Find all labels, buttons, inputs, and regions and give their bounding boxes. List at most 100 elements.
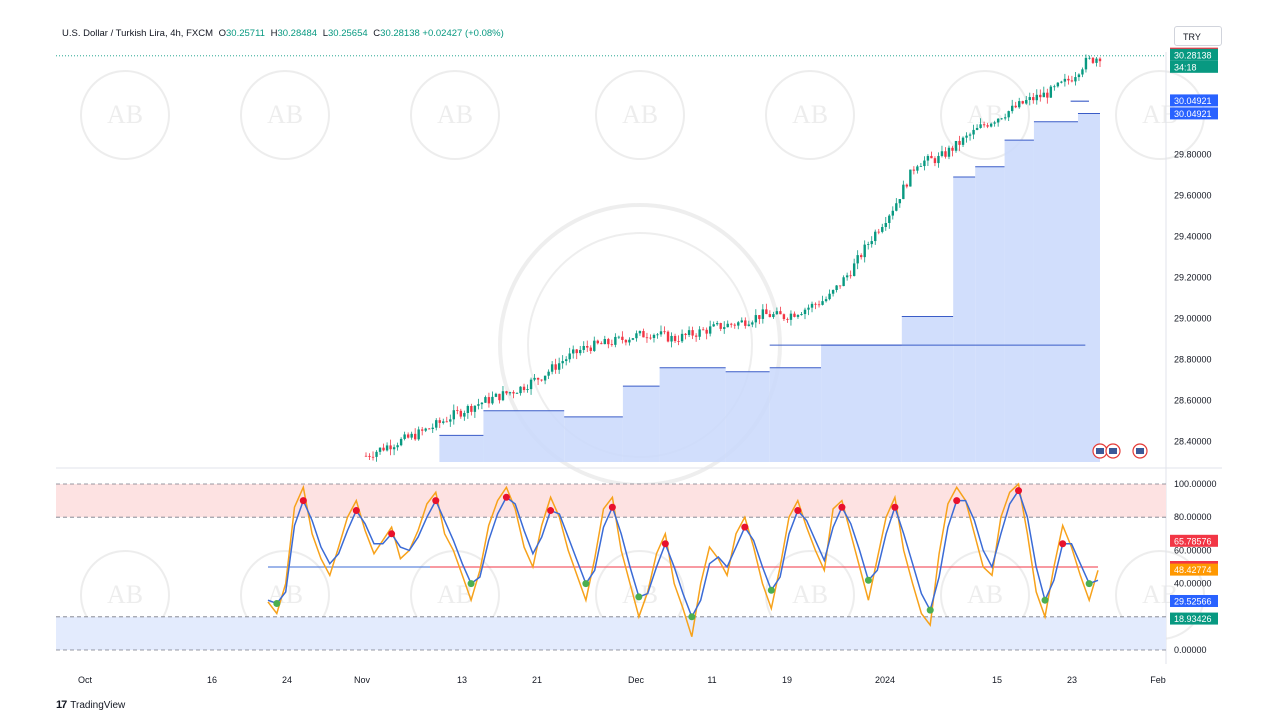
- osc-peak-dot: [502, 493, 510, 501]
- candle-body: [382, 447, 385, 451]
- candle-body: [586, 346, 589, 348]
- candle-body: [568, 353, 571, 360]
- candle-body: [540, 379, 543, 381]
- candle-body: [501, 391, 505, 401]
- brand-name: TradingView: [70, 699, 126, 711]
- candle-body: [473, 405, 477, 412]
- candle-body: [526, 389, 529, 391]
- candle-body: [389, 445, 392, 450]
- currency-button[interactable]: TRY: [1174, 26, 1222, 46]
- candle-body: [821, 301, 824, 305]
- candle-body: [1084, 57, 1088, 70]
- candle-body: [642, 331, 645, 338]
- event-flag-body: [1109, 448, 1117, 454]
- time-tick-label: 23: [1067, 675, 1077, 685]
- candle-body: [561, 361, 564, 364]
- candle-body: [765, 309, 768, 315]
- candle-body: [582, 346, 585, 350]
- price-badge-label: 34:18: [1174, 62, 1197, 72]
- candle-body: [930, 155, 933, 159]
- candle-body: [958, 140, 961, 145]
- candle-body: [638, 331, 642, 334]
- candle-body: [947, 147, 951, 157]
- osc-peak-dot: [299, 497, 307, 505]
- candle-body: [726, 323, 729, 328]
- candle-body: [1074, 77, 1077, 82]
- candle-body: [975, 127, 979, 130]
- candle-body: [905, 184, 909, 187]
- osc-peak-dot: [661, 540, 669, 548]
- stop-area-fill: [659, 367, 726, 462]
- osc-badge-label: 48.42774: [1174, 565, 1212, 575]
- stop-area-fill: [901, 316, 954, 462]
- price-tick-label: 29.40000: [1174, 232, 1212, 242]
- symbol-title: U.S. Dollar / Turkish Lira, 4h, FXCM: [62, 28, 213, 39]
- candle-body: [519, 386, 522, 394]
- candle-body: [1098, 58, 1102, 62]
- candle-body: [428, 428, 431, 430]
- watermark-ring: [595, 70, 685, 160]
- candle-body: [673, 335, 677, 342]
- price-badge: [1170, 107, 1218, 120]
- candle-body: [698, 329, 701, 337]
- time-tick-label: 16: [207, 675, 217, 685]
- osc-peak-dot: [547, 507, 555, 515]
- stop-area-fill: [953, 177, 976, 463]
- watermark-text: AB: [967, 580, 1003, 609]
- candle-body: [891, 210, 894, 216]
- candle-body: [445, 421, 448, 423]
- oversold-zone: [56, 616, 1166, 650]
- candle-body: [508, 392, 512, 394]
- osc-trough-dot: [582, 580, 590, 588]
- tradingview-brand[interactable]: 17 TradingView: [56, 699, 125, 711]
- candle-body: [779, 311, 782, 315]
- candle-body: [435, 420, 438, 428]
- candle-body: [1035, 94, 1038, 101]
- watermark-text: AB: [622, 100, 658, 129]
- event-flag-body: [1136, 448, 1144, 454]
- candle-body: [424, 428, 427, 431]
- candle-body: [1021, 101, 1024, 104]
- watermark-text: AB: [107, 580, 143, 609]
- candle-body: [463, 412, 466, 417]
- watermark-text: AB: [437, 580, 473, 609]
- candle-body: [754, 315, 758, 323]
- candle-body: [659, 331, 663, 335]
- candle-body: [543, 375, 547, 381]
- candle-body: [1088, 57, 1091, 59]
- candle-body: [466, 406, 470, 413]
- candle-body: [870, 241, 873, 245]
- candle-body: [1053, 86, 1056, 88]
- candle-body: [420, 429, 424, 431]
- stop-area-fill: [439, 435, 484, 462]
- candle-body: [645, 337, 649, 339]
- candle-body: [631, 338, 635, 340]
- candle-body: [494, 393, 498, 397]
- watermark-group: ABABABABABABABABABABABABABAB: [80, 70, 1205, 640]
- change-value: +0.02427 (+0.08%): [422, 28, 504, 39]
- candle-body: [884, 222, 887, 228]
- candle-body: [793, 313, 796, 317]
- candle-body: [1042, 92, 1046, 98]
- time-tick-label: 15: [992, 675, 1002, 685]
- candle-body: [1018, 101, 1021, 108]
- time-tick-label: 24: [282, 675, 292, 685]
- candle-body: [838, 285, 842, 287]
- candle-body: [1067, 78, 1070, 81]
- candle-body: [1000, 118, 1003, 120]
- osc-badge: [1170, 563, 1218, 576]
- candle-body: [888, 215, 891, 223]
- osc-badge: [1170, 534, 1218, 547]
- candle-body: [1095, 58, 1098, 63]
- stop-area-fill: [1077, 113, 1100, 462]
- low-value: 30.25654: [328, 28, 368, 39]
- open-label: O: [218, 28, 227, 39]
- candle-body: [723, 327, 726, 329]
- osc-trough-dot: [688, 613, 696, 621]
- osc-peak-dot: [1059, 540, 1067, 548]
- osc-series-line: [267, 482, 1099, 637]
- candle-body: [533, 377, 536, 380]
- osc-peak-dot: [838, 503, 846, 511]
